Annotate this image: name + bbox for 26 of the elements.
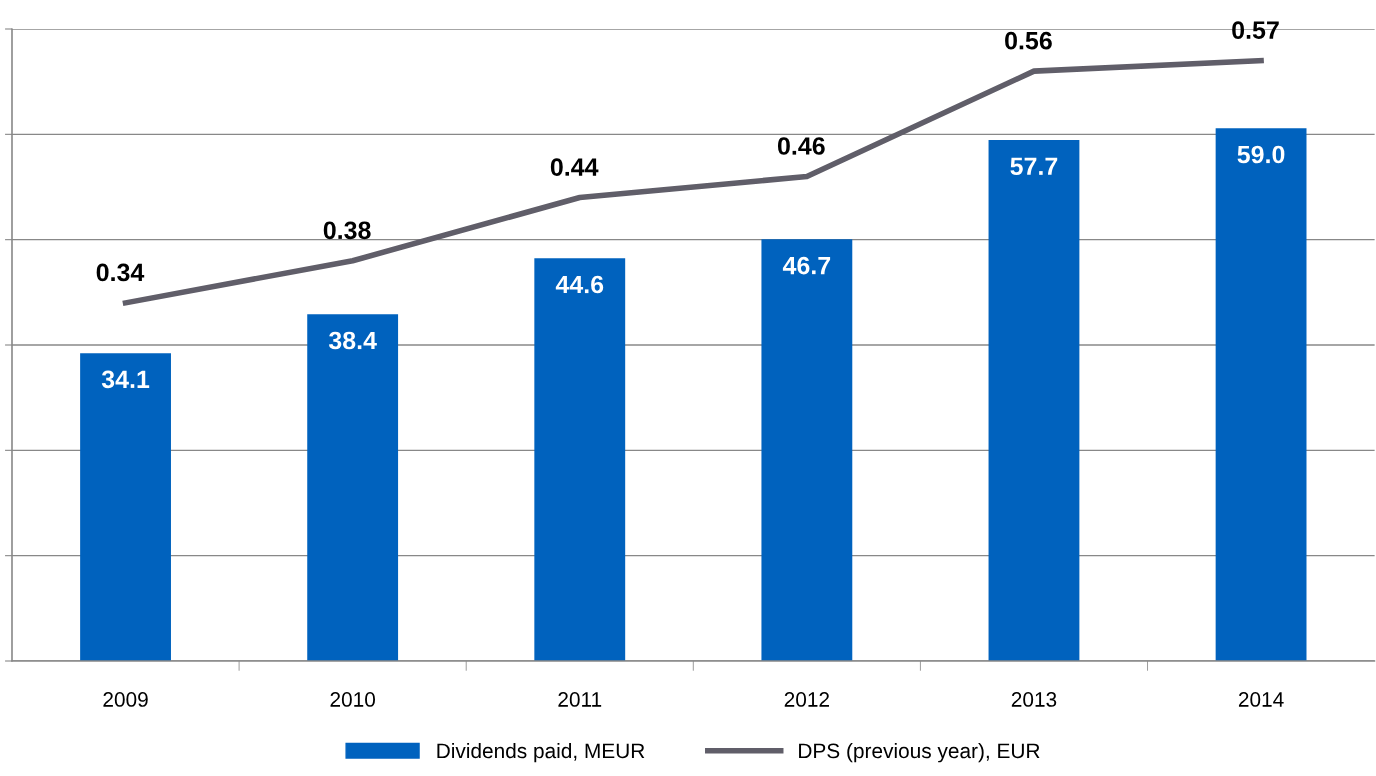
bar bbox=[534, 258, 626, 661]
data-label: 0.46 bbox=[777, 137, 825, 155]
x-tick-label: 2009 bbox=[103, 692, 148, 707]
data-label: 59.0 bbox=[1237, 145, 1285, 164]
bar bbox=[307, 314, 399, 661]
x-tick-label: 2013 bbox=[1011, 692, 1057, 707]
x-tick-label: 2014 bbox=[1238, 692, 1284, 707]
bar bbox=[761, 239, 853, 661]
data-label: 0.57 bbox=[1232, 21, 1279, 39]
data-label: 46.7 bbox=[782, 256, 831, 275]
legend-label: DPS (previous year), EUR bbox=[799, 742, 1040, 763]
data-label: 44.6 bbox=[555, 275, 604, 294]
data-label: 57.7 bbox=[1010, 157, 1058, 176]
x-tick-label: 2012 bbox=[784, 692, 829, 707]
x-tick-label: 2011 bbox=[558, 692, 602, 707]
x-tick-label: 2010 bbox=[330, 692, 376, 707]
data-label: 38.4 bbox=[328, 331, 377, 350]
data-label: 0.44 bbox=[550, 158, 599, 176]
bar bbox=[80, 353, 171, 661]
data-label: 34.1 bbox=[101, 370, 150, 389]
bar bbox=[988, 140, 1080, 661]
legend-label: Dividends paid, MEUR bbox=[437, 742, 645, 763]
data-label: 0.34 bbox=[96, 263, 145, 282]
data-label: 0.56 bbox=[1005, 31, 1052, 50]
data-label: 0.38 bbox=[323, 221, 371, 240]
bar bbox=[1215, 128, 1307, 661]
